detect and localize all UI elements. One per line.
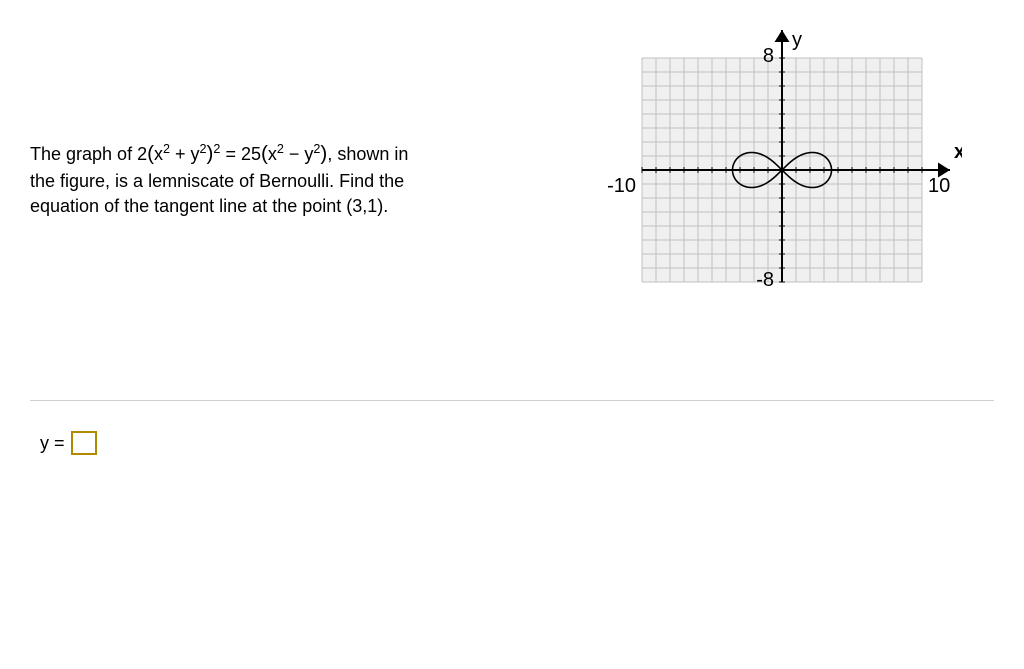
eq-minus: − [284, 144, 305, 164]
eq-x2: x [268, 144, 277, 164]
svg-text:-10: -10 [607, 175, 636, 197]
eq-y: y [191, 144, 200, 164]
eq-sup-a: 2 [163, 142, 170, 156]
eq-sup-d: 2 [277, 142, 284, 156]
eq-sup-b: 2 [200, 142, 207, 156]
svg-text:x: x [954, 141, 962, 163]
eq-lparen1: ( [147, 142, 154, 165]
svg-text:-8: -8 [756, 269, 774, 291]
lemniscate-plot: -10 10 8 -8 y x [602, 20, 962, 320]
answer-label: y = [40, 433, 65, 454]
eq-coef: 2 [137, 144, 147, 164]
eq-equals: = 25 [220, 144, 261, 164]
line1-post: , shown in [327, 144, 408, 164]
line2: the figure, is a lemniscate of Bernoulli… [30, 171, 404, 191]
eq-lparen2: ( [261, 142, 268, 165]
line3: equation of the tangent line at the poin… [30, 196, 388, 216]
eq-plus: + [170, 144, 191, 164]
answer-input[interactable] [71, 431, 97, 455]
eq-x: x [154, 144, 163, 164]
problem-text: The graph of 2(x2 + y2)2 = 25(x2 − y2), … [30, 10, 570, 219]
svg-text:y: y [792, 29, 802, 51]
svg-text:10: 10 [928, 175, 950, 197]
svg-text:8: 8 [763, 45, 774, 67]
line1-pre: The graph of [30, 144, 137, 164]
